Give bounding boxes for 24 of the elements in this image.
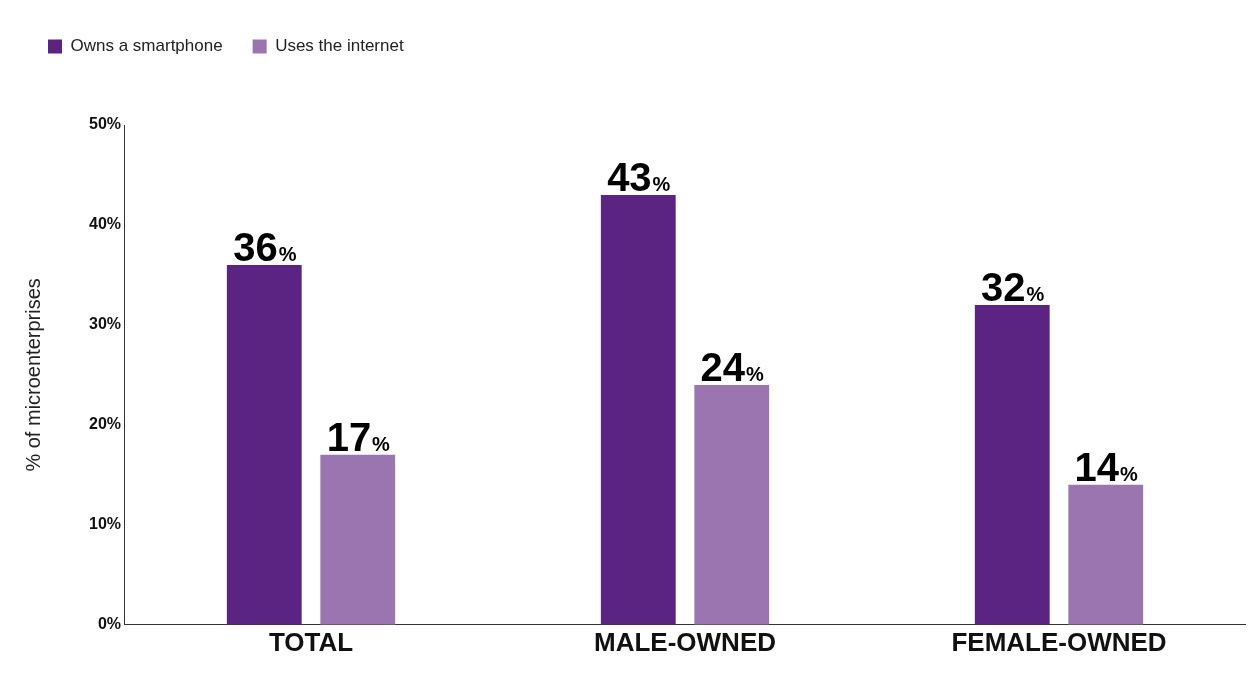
- x-tick-label: MALE-OWNED: [594, 626, 776, 657]
- data-label: 17%: [326, 414, 391, 459]
- y-tick-label: 10%: [88, 515, 122, 533]
- y-tick-label: 0%: [97, 615, 122, 633]
- data-label: 14%: [1074, 444, 1139, 489]
- x-tick-label: FEMALE-OWNED: [951, 626, 1167, 657]
- legend-label: Uses the internet: [275, 36, 404, 56]
- x-tick-label: TOTAL: [268, 626, 354, 657]
- bar: [600, 194, 676, 625]
- bar: [226, 264, 302, 625]
- y-tick-label: 50%: [88, 115, 122, 133]
- bar: [974, 304, 1050, 625]
- data-label: 43%: [607, 154, 671, 199]
- y-axis-title: % of microenterprises: [21, 278, 44, 472]
- data-label: 36%: [233, 224, 297, 269]
- bar: [694, 384, 770, 625]
- y-tick-label: 20%: [88, 415, 122, 433]
- legend-label: Owns a smartphone: [70, 36, 223, 56]
- bar: [1068, 484, 1144, 625]
- data-label: 32%: [981, 264, 1045, 309]
- bar: [320, 454, 396, 625]
- y-tick-label: 40%: [88, 215, 122, 233]
- y-tick-label: 30%: [88, 315, 122, 333]
- data-label: 24%: [700, 344, 765, 389]
